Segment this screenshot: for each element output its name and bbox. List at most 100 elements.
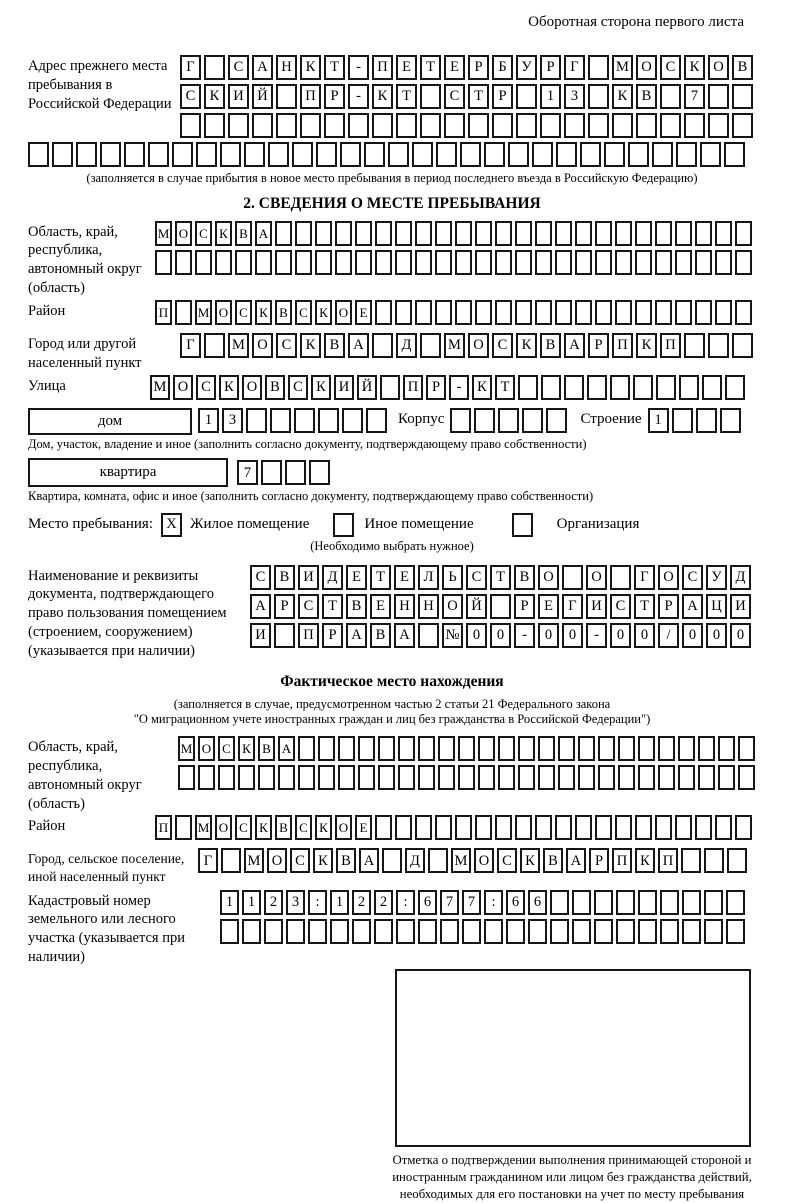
char-cell[interactable] [535, 300, 552, 325]
char-cell[interactable] [215, 249, 232, 275]
char-cell[interactable] [612, 113, 633, 138]
char-cell[interactable] [348, 113, 369, 138]
char-cell[interactable] [484, 918, 503, 944]
char-cell[interactable] [695, 815, 712, 841]
char-cell[interactable]: К [255, 300, 272, 325]
char-cell[interactable] [615, 220, 632, 246]
char-cell[interactable] [228, 113, 249, 138]
char-cell[interactable] [562, 564, 583, 590]
char-cell[interactable]: Е [444, 55, 465, 80]
char-cell[interactable]: Ц [706, 593, 727, 619]
char-cell[interactable] [528, 918, 547, 944]
char-cell[interactable] [221, 848, 241, 874]
char-cell[interactable]: М [451, 848, 471, 874]
char-cell[interactable]: : [396, 889, 415, 915]
char-cell[interactable]: 6 [528, 889, 547, 915]
char-cell[interactable] [435, 815, 452, 841]
char-cell[interactable]: О [474, 848, 494, 874]
char-cell[interactable]: Е [346, 564, 367, 590]
char-cell[interactable] [715, 815, 732, 841]
char-cell[interactable] [420, 333, 441, 358]
char-cell[interactable] [308, 918, 327, 944]
char-cell[interactable] [655, 300, 672, 325]
char-cell[interactable]: Г [198, 848, 218, 874]
char-cell[interactable]: Р [324, 84, 345, 109]
stay-type-checkbox-organization[interactable] [511, 512, 533, 537]
char-cell[interactable] [276, 113, 297, 138]
char-cell[interactable] [732, 84, 753, 109]
char-cell[interactable] [681, 848, 701, 874]
char-cell[interactable] [595, 815, 612, 841]
char-cell[interactable] [732, 113, 753, 138]
char-cell[interactable] [541, 374, 561, 400]
char-cell[interactable]: О [215, 815, 232, 841]
char-cell[interactable]: В [275, 815, 292, 841]
char-cell[interactable]: Т [370, 564, 391, 590]
char-cell[interactable]: Р [588, 333, 609, 358]
char-cell[interactable] [474, 407, 496, 433]
char-cell[interactable] [715, 300, 732, 325]
char-cell[interactable] [270, 407, 291, 433]
char-cell[interactable]: 3 [564, 84, 585, 109]
char-cell[interactable]: 0 [610, 622, 631, 648]
char-cell[interactable] [735, 249, 752, 275]
char-cell[interactable]: М [150, 374, 170, 400]
char-cell[interactable]: А [278, 736, 295, 762]
char-cell[interactable] [518, 765, 535, 791]
char-cell[interactable]: А [250, 593, 271, 619]
char-cell[interactable]: 0 [490, 622, 511, 648]
char-cell[interactable]: Б [492, 55, 513, 80]
char-cell[interactable]: К [612, 84, 633, 109]
char-cell[interactable] [318, 407, 339, 433]
char-cell[interactable]: С [228, 55, 249, 80]
char-cell[interactable] [540, 113, 561, 138]
char-cell[interactable]: С [497, 848, 517, 874]
char-cell[interactable] [555, 249, 572, 275]
char-cell[interactable] [435, 249, 452, 275]
char-cell[interactable]: В [543, 848, 563, 874]
char-cell[interactable]: Г [180, 333, 201, 358]
char-cell[interactable] [719, 407, 741, 433]
char-cell[interactable] [261, 460, 282, 486]
char-cell[interactable]: 0 [634, 622, 655, 648]
apartment-type-box[interactable]: квартира [28, 458, 228, 488]
char-cell[interactable]: О [442, 593, 463, 619]
char-cell[interactable] [204, 333, 225, 358]
char-cell[interactable] [380, 374, 400, 400]
char-cell[interactable] [638, 918, 657, 944]
char-cell[interactable]: : [308, 889, 327, 915]
char-cell[interactable] [342, 407, 363, 433]
char-cell[interactable]: В [336, 848, 356, 874]
char-cell[interactable] [580, 142, 601, 167]
char-cell[interactable]: О [335, 815, 352, 841]
char-cell[interactable] [285, 460, 306, 486]
char-cell[interactable] [704, 848, 724, 874]
char-cell[interactable] [738, 765, 755, 791]
char-cell[interactable]: Й [357, 374, 377, 400]
char-cell[interactable] [518, 736, 535, 762]
char-cell[interactable]: 7 [237, 460, 258, 486]
char-cell[interactable]: А [682, 593, 703, 619]
char-cell[interactable]: У [706, 564, 727, 590]
char-cell[interactable] [652, 142, 673, 167]
char-cell[interactable] [358, 765, 375, 791]
char-cell[interactable]: О [708, 55, 729, 80]
char-cell[interactable] [338, 765, 355, 791]
char-cell[interactable]: П [612, 848, 632, 874]
char-cell[interactable]: К [204, 84, 225, 109]
char-cell[interactable] [702, 374, 722, 400]
char-cell[interactable] [358, 736, 375, 762]
char-cell[interactable]: Е [538, 593, 559, 619]
char-cell[interactable] [294, 407, 315, 433]
char-cell[interactable] [435, 220, 452, 246]
char-cell[interactable] [396, 918, 415, 944]
char-cell[interactable] [735, 815, 752, 841]
char-cell[interactable]: 0 [538, 622, 559, 648]
char-cell[interactable]: С [295, 815, 312, 841]
char-cell[interactable] [238, 765, 255, 791]
char-cell[interactable]: : [484, 889, 503, 915]
char-cell[interactable] [495, 815, 512, 841]
char-cell[interactable] [655, 249, 672, 275]
char-cell[interactable] [715, 220, 732, 246]
char-cell[interactable]: К [300, 333, 321, 358]
